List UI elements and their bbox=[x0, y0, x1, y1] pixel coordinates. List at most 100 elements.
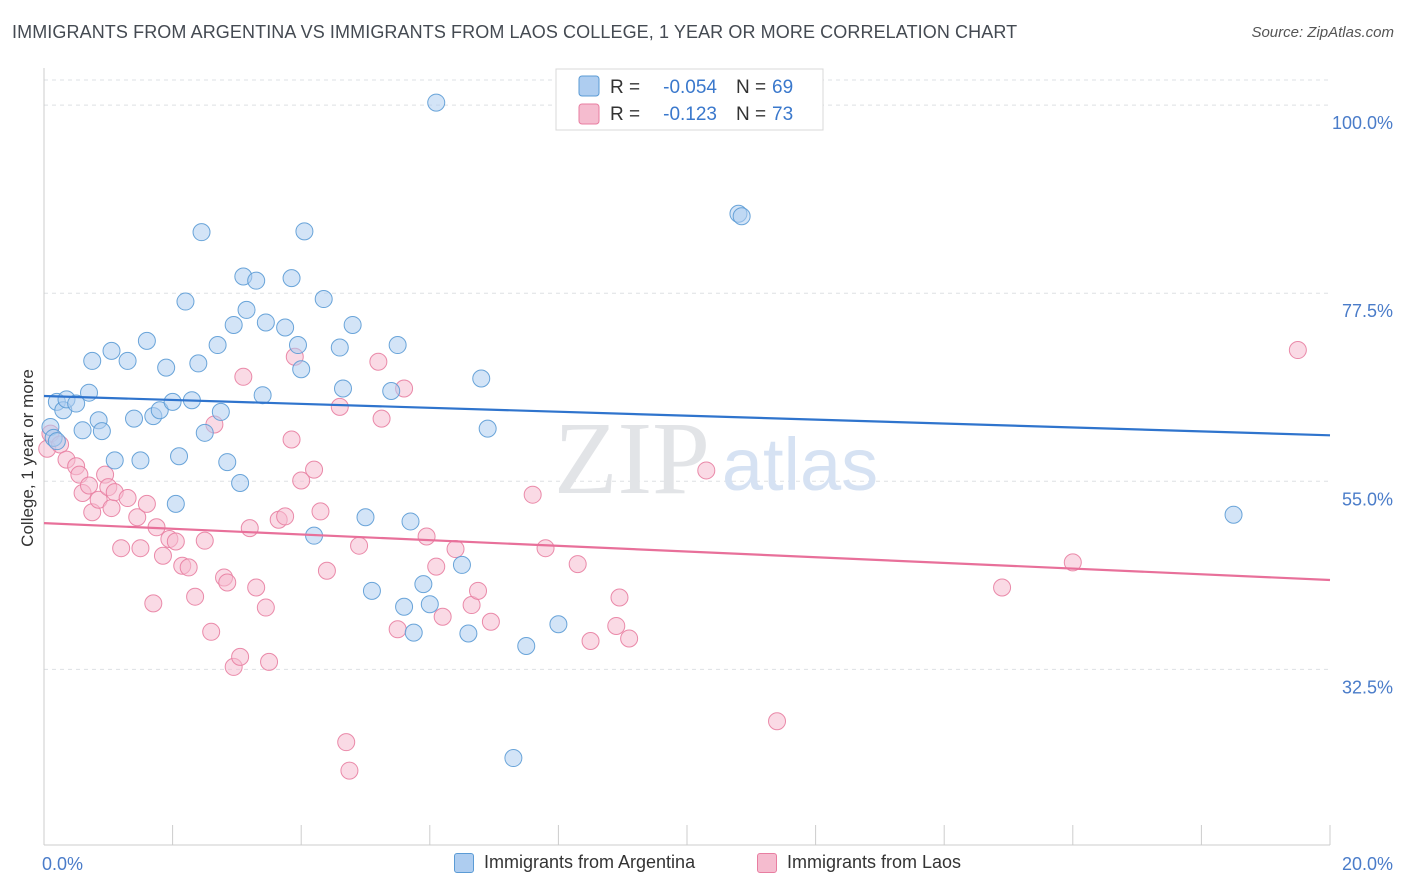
argentina-point bbox=[189, 354, 208, 373]
laos-point bbox=[768, 712, 787, 731]
laos-point bbox=[131, 539, 150, 558]
argentina-point bbox=[517, 637, 536, 656]
laos-point bbox=[202, 622, 221, 641]
laos-point bbox=[234, 367, 253, 386]
watermark-atlas: atlas bbox=[722, 423, 878, 506]
laos-point bbox=[568, 555, 587, 574]
legend-swatch-laos bbox=[578, 103, 600, 125]
series-swatch-argentina bbox=[454, 852, 474, 873]
laos-point bbox=[166, 532, 185, 551]
argentina-point bbox=[382, 382, 401, 401]
argentina-point bbox=[401, 512, 420, 531]
argentina-point bbox=[282, 269, 301, 288]
argentina-point bbox=[137, 331, 156, 350]
argentina-point bbox=[404, 623, 423, 642]
laos-point bbox=[240, 519, 259, 538]
argentina-point bbox=[92, 422, 111, 441]
legend: R = -0.054 N = 69 R = -0.123 N = 73 bbox=[555, 68, 824, 131]
legend-n-value-laos: 73 bbox=[772, 104, 793, 125]
argentina-point bbox=[388, 336, 407, 355]
argentina-point bbox=[256, 313, 275, 332]
argentina-point bbox=[292, 360, 311, 379]
laos-point bbox=[607, 616, 626, 635]
laos-point bbox=[340, 761, 359, 780]
laos-point bbox=[218, 573, 237, 592]
argentina-point bbox=[276, 318, 295, 337]
laos-point bbox=[247, 578, 266, 597]
laos-point bbox=[350, 536, 369, 555]
legend-n-value-argentina: 69 bbox=[772, 77, 793, 98]
laos-point bbox=[137, 494, 156, 513]
argentina-point bbox=[163, 392, 182, 411]
argentina-point bbox=[247, 271, 266, 290]
laos-points bbox=[38, 341, 1307, 780]
argentina-point bbox=[330, 338, 349, 357]
laos-point bbox=[427, 557, 446, 576]
laos-point bbox=[372, 409, 391, 428]
argentina-point bbox=[67, 394, 86, 413]
laos-point bbox=[317, 561, 336, 580]
laos-point bbox=[282, 430, 301, 449]
laos-point bbox=[697, 461, 716, 480]
laos-point bbox=[536, 539, 555, 558]
laos-point bbox=[102, 499, 121, 518]
argentina-point bbox=[295, 222, 314, 241]
argentina-point bbox=[170, 447, 189, 466]
argentina-point bbox=[472, 369, 491, 388]
laos-point bbox=[260, 652, 279, 671]
x-tick-label-min: 0.0% bbox=[42, 854, 83, 874]
laos-point bbox=[330, 397, 349, 416]
argentina-point bbox=[362, 581, 381, 600]
y-tick-label: 55.0% bbox=[1342, 489, 1393, 509]
laos-point bbox=[481, 612, 500, 631]
laos-point bbox=[186, 587, 205, 606]
argentina-point bbox=[1224, 505, 1243, 524]
series-label-laos: Immigrants from Laos bbox=[787, 852, 962, 872]
argentina-point bbox=[356, 508, 375, 527]
argentina-point bbox=[224, 315, 243, 334]
argentina-point bbox=[343, 315, 362, 334]
laos-point bbox=[337, 733, 356, 752]
series-legend-laos: Immigrants from Laos bbox=[757, 852, 961, 873]
argentina-point bbox=[288, 336, 307, 355]
laos-point bbox=[112, 539, 131, 558]
laos-point bbox=[433, 607, 452, 626]
legend-r-label-laos: R = bbox=[610, 104, 640, 125]
argentina-trend-line bbox=[43, 394, 1331, 437]
laos-point bbox=[231, 647, 250, 666]
laos-point bbox=[620, 629, 639, 648]
argentina-point bbox=[131, 451, 150, 470]
legend-box bbox=[555, 68, 824, 131]
trend-lines bbox=[43, 394, 1331, 582]
source-label: Source: ZipAtlas.com bbox=[1251, 24, 1394, 41]
chart-title: IMMIGRANTS FROM ARGENTINA VS IMMIGRANTS … bbox=[12, 22, 1018, 42]
laos-point bbox=[446, 540, 465, 559]
argentina-point bbox=[314, 290, 333, 309]
argentina-point bbox=[478, 419, 497, 438]
series-legend: Immigrants from Argentina Immigrants fro… bbox=[0, 852, 1406, 878]
argentina-points bbox=[41, 93, 1243, 768]
series-swatch-laos bbox=[757, 852, 777, 873]
laos-point bbox=[581, 632, 600, 650]
argentina-point bbox=[118, 351, 137, 370]
laos-point bbox=[311, 502, 330, 521]
legend-r-label-argentina: R = bbox=[610, 77, 640, 98]
legend-r-value-argentina: -0.054 bbox=[663, 77, 717, 98]
argentina-point bbox=[333, 379, 352, 398]
argentina-point bbox=[47, 432, 66, 451]
laos-point bbox=[144, 594, 163, 613]
argentina-point bbox=[237, 300, 256, 319]
laos-point bbox=[276, 507, 295, 526]
laos-point bbox=[469, 581, 488, 600]
argentina-point bbox=[102, 341, 121, 360]
argentina-point bbox=[452, 555, 471, 574]
argentina-point bbox=[414, 575, 433, 594]
legend-swatch-argentina bbox=[578, 75, 600, 97]
argentina-point bbox=[504, 749, 523, 768]
argentina-point bbox=[192, 223, 211, 242]
argentina-point bbox=[195, 423, 214, 442]
argentina-point bbox=[211, 402, 230, 421]
argentina-point bbox=[732, 207, 751, 226]
argentina-point bbox=[395, 597, 414, 616]
